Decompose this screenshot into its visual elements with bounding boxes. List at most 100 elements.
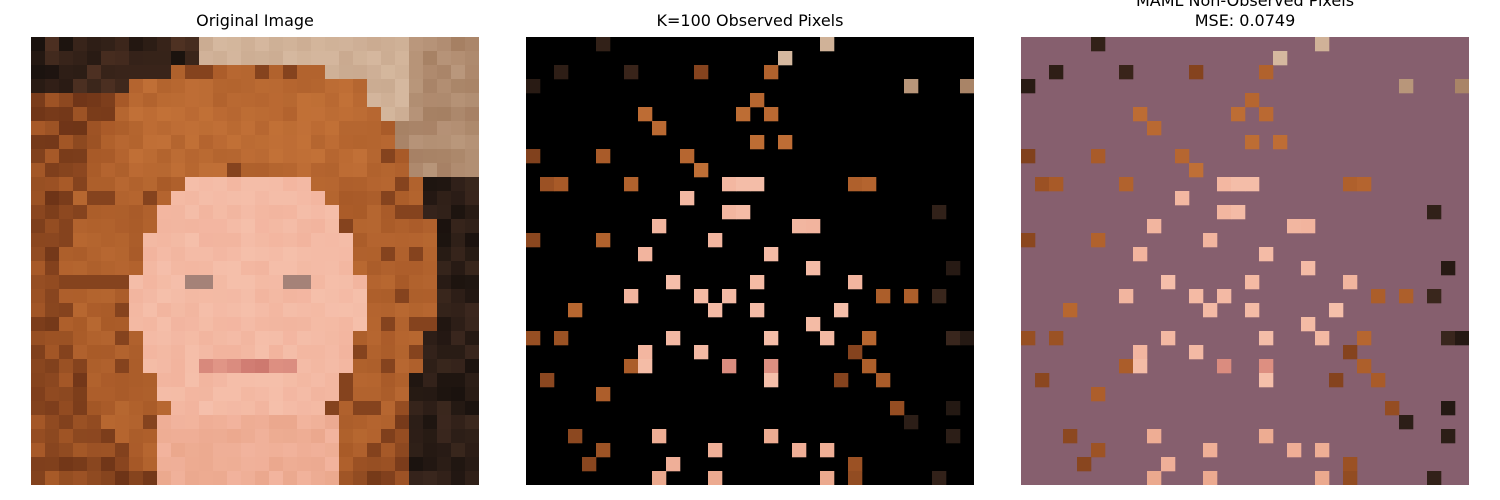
image-pixel	[171, 275, 186, 290]
image-pixel	[199, 261, 214, 276]
image-pixel	[339, 121, 354, 136]
observed-pixel	[1357, 331, 1372, 346]
maml-prediction-title-line: MAML Non-Observed Pixels	[1135, 0, 1355, 10]
image-pixel	[283, 261, 298, 276]
image-pixel	[409, 219, 424, 234]
image-pixel	[101, 401, 116, 416]
image-pixel	[381, 457, 396, 472]
image-pixel	[423, 443, 438, 458]
image-pixel	[395, 65, 410, 80]
observed-pixel	[1441, 331, 1456, 346]
image-pixel	[451, 443, 466, 458]
image-pixel	[31, 149, 46, 164]
observed-pixel	[568, 303, 583, 318]
observed-pixel	[1035, 373, 1050, 388]
image-pixel	[87, 233, 102, 248]
image-pixel	[213, 303, 228, 318]
observed-pixel	[1231, 107, 1246, 122]
image-pixel	[185, 261, 200, 276]
image-pixel	[129, 345, 144, 360]
observed-pixel	[876, 373, 891, 388]
image-pixel	[409, 261, 424, 276]
image-pixel	[143, 345, 158, 360]
image-pixel	[129, 51, 144, 66]
image-pixel	[45, 289, 60, 304]
observed-pixel	[666, 457, 681, 472]
image-pixel	[213, 247, 228, 262]
image-pixel	[255, 191, 270, 206]
image-pixel	[73, 443, 88, 458]
image-pixel	[101, 317, 116, 332]
image-pixel	[409, 191, 424, 206]
image-pixel	[101, 429, 116, 444]
image-pixel	[269, 93, 284, 108]
image-pixel	[409, 79, 424, 94]
image-pixel	[101, 261, 116, 276]
image-pixel	[381, 317, 396, 332]
image-pixel	[381, 79, 396, 94]
image-pixel	[241, 177, 256, 192]
image-pixel	[395, 373, 410, 388]
image-pixel	[297, 219, 312, 234]
observed-pixel	[722, 289, 737, 304]
image-pixel	[325, 401, 340, 416]
image-pixel	[297, 275, 312, 290]
observed-pixel	[1189, 345, 1204, 360]
image-pixel	[367, 177, 382, 192]
image-pixel	[381, 135, 396, 150]
image-pixel	[353, 359, 368, 374]
image-pixel	[171, 149, 186, 164]
image-pixel	[213, 359, 228, 374]
image-pixel	[255, 219, 270, 234]
image-pixel	[325, 457, 340, 472]
observed-pixel	[568, 429, 583, 444]
image-pixel	[157, 121, 172, 136]
image-pixel	[395, 331, 410, 346]
image-pixel	[59, 443, 74, 458]
image-pixel	[45, 359, 60, 374]
observed-pixel	[806, 261, 821, 276]
image-pixel	[255, 373, 270, 388]
image-pixel	[73, 107, 88, 122]
image-pixel	[297, 457, 312, 472]
image-pixel	[255, 233, 270, 248]
image-pixel	[269, 107, 284, 122]
observed-pixel	[1399, 289, 1414, 304]
image-pixel	[227, 359, 242, 374]
image-pixel	[73, 233, 88, 248]
image-pixel	[213, 163, 228, 178]
observed-pixel	[1315, 471, 1330, 485]
image-pixel	[451, 135, 466, 150]
image-pixel	[87, 317, 102, 332]
image-pixel	[437, 261, 452, 276]
image-pixel	[451, 471, 466, 485]
image-pixel	[339, 415, 354, 430]
image-pixel	[437, 233, 452, 248]
image-pixel	[241, 289, 256, 304]
image-pixel	[381, 415, 396, 430]
image-pixel	[227, 401, 242, 416]
observed-pixel	[708, 471, 723, 485]
image-pixel	[465, 289, 479, 304]
image-pixel	[395, 205, 410, 220]
image-pixel	[101, 177, 116, 192]
image-pixel	[269, 331, 284, 346]
image-pixel	[437, 93, 452, 108]
image-pixel	[227, 345, 242, 360]
observed-pixel	[862, 177, 877, 192]
image-pixel	[283, 93, 298, 108]
observed-pixel	[960, 331, 974, 346]
image-pixel	[31, 37, 46, 52]
image-pixel	[395, 289, 410, 304]
image-pixel	[297, 415, 312, 430]
image-pixel	[395, 93, 410, 108]
image-pixel	[451, 37, 466, 52]
image-pixel	[129, 429, 144, 444]
image-pixel	[325, 373, 340, 388]
image-pixel	[311, 457, 326, 472]
image-pixel	[311, 247, 326, 262]
image-pixel	[325, 177, 340, 192]
image-pixel	[143, 65, 158, 80]
image-pixel	[143, 387, 158, 402]
image-pixel	[353, 37, 368, 52]
